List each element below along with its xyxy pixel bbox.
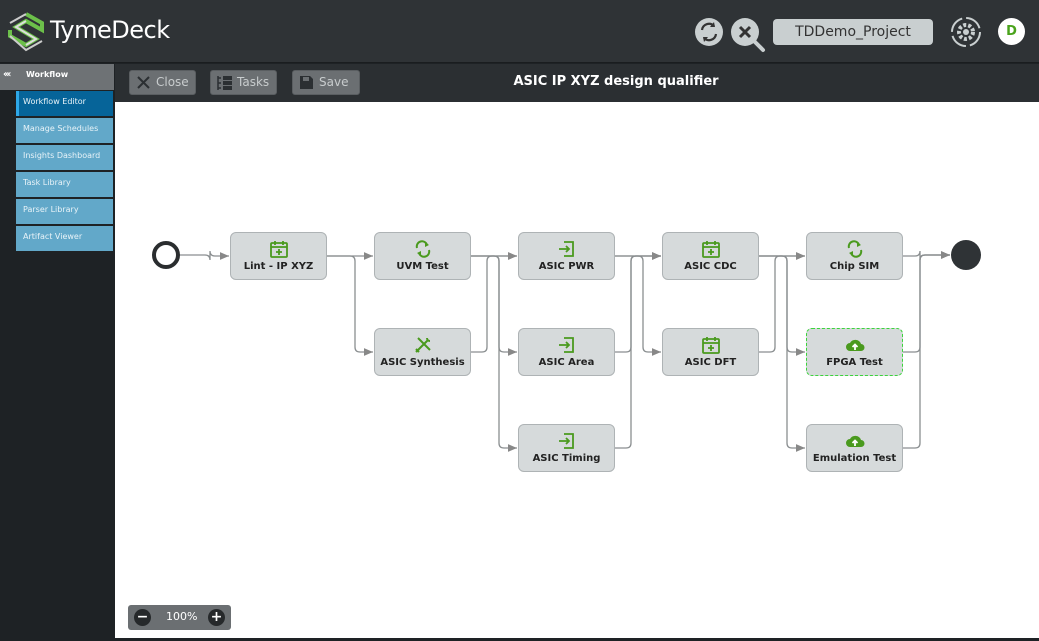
save-icon (300, 76, 313, 89)
zoom-out-button[interactable]: − (134, 609, 151, 626)
tasks-button[interactable]: Tasks (210, 70, 277, 95)
edge-timing-cdc[interactable] (615, 252, 661, 449)
task-node-fpga[interactable]: FPGA Test (806, 328, 903, 376)
tymedeck-logo-icon (8, 12, 44, 52)
task-node-label: ASIC PWR (538, 261, 595, 272)
edge-lint-synth[interactable] (327, 255, 373, 356)
close-icon (137, 76, 150, 89)
task-node-uvm[interactable]: UVM Test (374, 232, 471, 280)
task-node-label: ASIC DFT (684, 357, 737, 368)
calendar-plus-icon (701, 337, 720, 354)
save-button[interactable]: Save (292, 70, 360, 95)
brand-name: TymeDeck (50, 16, 170, 44)
task-node-label: Lint - IP XYZ (243, 261, 314, 272)
tools-icon (414, 337, 431, 353)
refresh-icon[interactable] (694, 17, 724, 47)
sidebar-item-workflow-editor[interactable]: Workflow Editor (16, 91, 113, 116)
edge-dft-chipsim[interactable] (759, 252, 805, 353)
project-selector[interactable]: TDDemo_Project (773, 19, 933, 45)
task-node-cdc[interactable]: ASIC CDC (662, 232, 759, 280)
sidebar-section-workflow[interactable]: ‹‹‹ Workflow (0, 64, 114, 90)
task-node-label: Emulation Test (812, 453, 897, 464)
sidebar-item-task-library[interactable]: Task Library (16, 172, 113, 197)
edge-uvm-area[interactable] (471, 255, 517, 356)
task-node-label: UVM Test (396, 261, 449, 272)
task-node-pwr[interactable]: ASIC PWR (518, 232, 615, 280)
task-node-lint[interactable]: Lint - IP XYZ (230, 232, 327, 280)
zoom-level: 100% (166, 610, 198, 623)
task-node-label: ASIC Area (538, 357, 595, 368)
zoom-in-button[interactable]: + (208, 609, 225, 626)
edge-fpga-end[interactable] (903, 251, 950, 353)
task-node-label: ASIC CDC (684, 261, 737, 272)
task-node-label: FPGA Test (826, 357, 883, 368)
edge-area-cdc[interactable] (615, 252, 661, 353)
task-node-dft[interactable]: ASIC DFT (662, 328, 759, 376)
edge-start-lint[interactable] (179, 250, 229, 261)
edge-pwr-dft[interactable] (615, 255, 661, 356)
calendar-plus-icon (701, 241, 720, 258)
collapse-chevrons-icon[interactable]: ‹‹‹ (3, 69, 12, 80)
import-icon (558, 433, 574, 449)
task-node-label: Chip SIM (829, 261, 880, 272)
sidebar-item-parser-library[interactable]: Parser Library (16, 199, 113, 224)
task-node-synth[interactable]: ASIC Synthesis (374, 328, 471, 376)
task-node-timing[interactable]: ASIC Timing (518, 424, 615, 472)
cloud-upload-icon (845, 339, 864, 351)
sidebar-item-artifact-viewer[interactable]: Artifact Viewer (16, 226, 113, 251)
edge-synth-pwr[interactable] (471, 252, 517, 353)
loop-icon (847, 240, 862, 258)
workflow-canvas[interactable]: Lint - IP XYZ UVM Test ASIC Synthesis ASIC … (115, 102, 1039, 638)
edge-emu-end[interactable] (903, 251, 950, 449)
toolbar: Close Tasks Save ASIC IP XYZ design qual… (115, 64, 1039, 102)
start-event[interactable] (152, 241, 180, 269)
settings-icon[interactable] (950, 16, 982, 48)
sidebar-item-manage-schedules[interactable]: Manage Schedules (16, 118, 113, 143)
avatar[interactable]: D (998, 18, 1025, 45)
calendar-plus-icon (269, 241, 288, 258)
workflow-title: ASIC IP XYZ design qualifier (513, 74, 719, 89)
workflow-edges (152, 240, 981, 452)
close-button[interactable]: Close (129, 70, 196, 95)
loop-icon (415, 240, 430, 258)
list-icon (217, 76, 232, 90)
task-node-area[interactable]: ASIC Area (518, 328, 615, 376)
app-header: TymeDeck TDDemo_Project D (0, 0, 1039, 63)
cloud-upload-icon (845, 435, 864, 447)
import-icon (558, 241, 574, 257)
divider (115, 638, 1039, 641)
zoom-control: − 100% + (128, 605, 231, 630)
import-icon (558, 337, 574, 353)
task-node-emu[interactable]: Emulation Test (806, 424, 903, 472)
search-clear-icon[interactable] (730, 17, 766, 53)
task-node-chipsim[interactable]: Chip SIM (806, 232, 903, 280)
edge-cdc-fpga[interactable] (759, 255, 805, 356)
end-event[interactable] (951, 240, 981, 270)
task-node-label: ASIC Synthesis (380, 357, 465, 368)
task-node-label: ASIC Timing (532, 453, 601, 464)
sidebar-section-label: Workflow (26, 70, 69, 79)
sidebar-item-insights-dashboard[interactable]: Insights Dashboard (16, 145, 113, 170)
